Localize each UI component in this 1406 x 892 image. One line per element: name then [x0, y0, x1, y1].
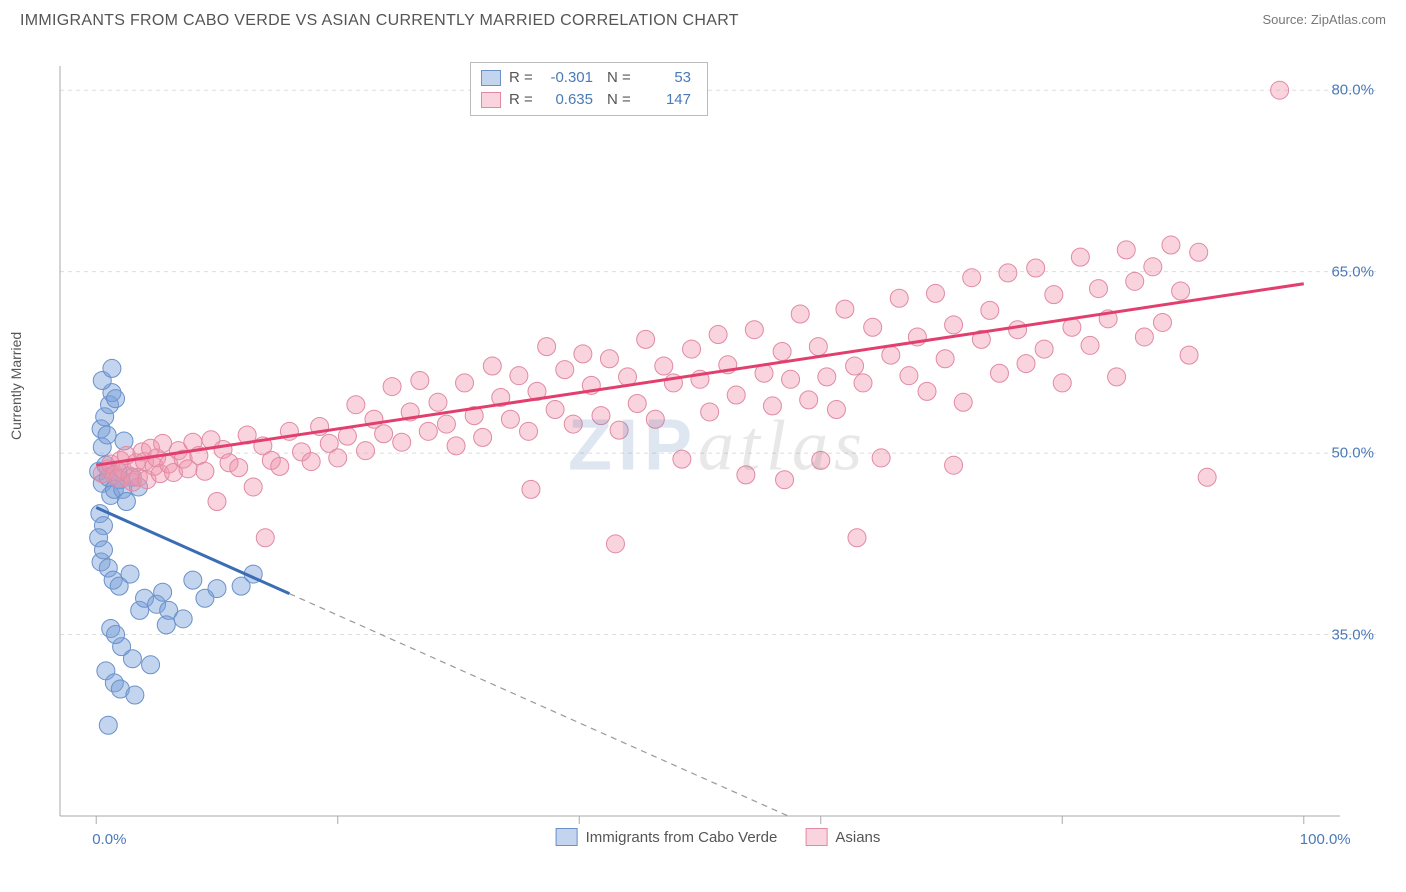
- stat-r-label: R =: [509, 89, 537, 111]
- legend-swatch: [805, 828, 827, 846]
- y-tick-label: 35.0%: [1331, 626, 1374, 643]
- stat-n-label: N =: [607, 67, 635, 89]
- legend-item: Asians: [805, 828, 880, 846]
- legend-swatch: [481, 70, 501, 86]
- legend-swatch: [481, 92, 501, 108]
- scatter-plot: [50, 46, 1386, 846]
- bottom-legend: Immigrants from Cabo Verde Asians: [556, 828, 881, 846]
- stat-n-label: N =: [607, 89, 635, 111]
- source-label: Source: ZipAtlas.com: [1262, 12, 1386, 27]
- stat-r-value: -0.301: [545, 67, 599, 89]
- stat-n-value: 147: [643, 89, 697, 111]
- y-tick-label: 65.0%: [1331, 263, 1374, 280]
- stat-r-value: 0.635: [545, 89, 599, 111]
- chart-area: R = -0.301 N = 53 R = 0.635 N = 147 35.0% 50.0% 6…: [50, 46, 1386, 846]
- stats-row: R = -0.301 N = 53: [481, 67, 697, 89]
- y-axis-label: Currently Married: [8, 332, 24, 440]
- chart-title: IMMIGRANTS FROM CABO VERDE VS ASIAN CURR…: [20, 12, 739, 30]
- stats-legend-box: R = -0.301 N = 53 R = 0.635 N = 147: [470, 62, 708, 116]
- source-link[interactable]: ZipAtlas.com: [1311, 12, 1386, 27]
- legend-swatch: [556, 828, 578, 846]
- legend-item: Immigrants from Cabo Verde: [556, 828, 778, 846]
- legend-label: Asians: [835, 829, 880, 846]
- legend-label: Immigrants from Cabo Verde: [586, 829, 778, 846]
- y-tick-label: 50.0%: [1331, 445, 1374, 462]
- x-tick-label: 100.0%: [1300, 831, 1351, 848]
- stat-n-value: 53: [643, 67, 697, 89]
- stat-r-label: R =: [509, 67, 537, 89]
- chart-header: IMMIGRANTS FROM CABO VERDE VS ASIAN CURR…: [0, 0, 1406, 34]
- x-tick-label: 0.0%: [92, 831, 126, 848]
- stats-row: R = 0.635 N = 147: [481, 89, 697, 111]
- y-tick-label: 80.0%: [1331, 82, 1374, 99]
